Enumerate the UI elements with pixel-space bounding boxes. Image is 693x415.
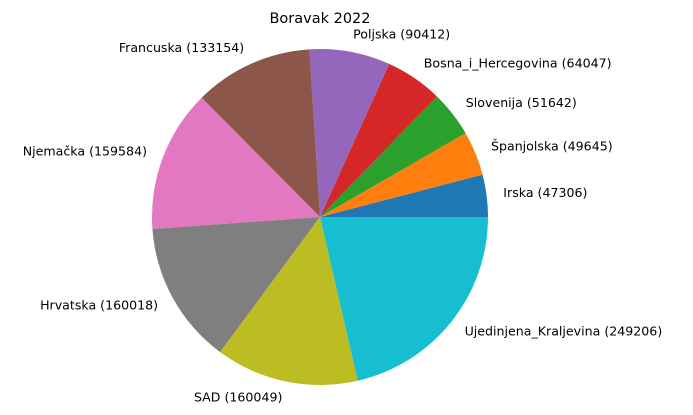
pie-slice bbox=[201, 49, 320, 218]
pie-labels: Irska (47306) Španjolska (49645) Slovenija… bbox=[23, 27, 663, 405]
pie-slice-label: Irska (47306) bbox=[503, 185, 587, 200]
pie-slice-label: Slovenija (51642) bbox=[466, 95, 577, 110]
pie-slice bbox=[220, 217, 358, 386]
pie-slice bbox=[152, 217, 320, 353]
pie-slice-label: Ujedinjena_Kraljevina (249206) bbox=[465, 324, 663, 339]
pie-slice-label: Bosna_i_Hercegovina (64047) bbox=[424, 56, 612, 71]
pie-slice-label: SAD (160049) bbox=[194, 389, 282, 404]
pie-slice bbox=[152, 97, 320, 229]
pie-slice-label: Poljska (90412) bbox=[353, 27, 450, 42]
pie-slice bbox=[320, 217, 488, 381]
pie-slice-label: Francuska (133154) bbox=[119, 40, 244, 55]
pie-slice-label: Hrvatska (160018) bbox=[40, 298, 158, 313]
pie-slice bbox=[320, 174, 488, 217]
chart-title: Boravak 2022 bbox=[269, 11, 370, 27]
pie-slices bbox=[152, 49, 488, 386]
pie-slice bbox=[320, 133, 483, 217]
pie-slice-label: Njemačka (159584) bbox=[23, 144, 147, 159]
pie-slice bbox=[320, 96, 466, 217]
pie-slice bbox=[309, 49, 390, 217]
pie-slice-label: Španjolska (49645) bbox=[491, 138, 613, 153]
pie-slice bbox=[320, 63, 437, 217]
